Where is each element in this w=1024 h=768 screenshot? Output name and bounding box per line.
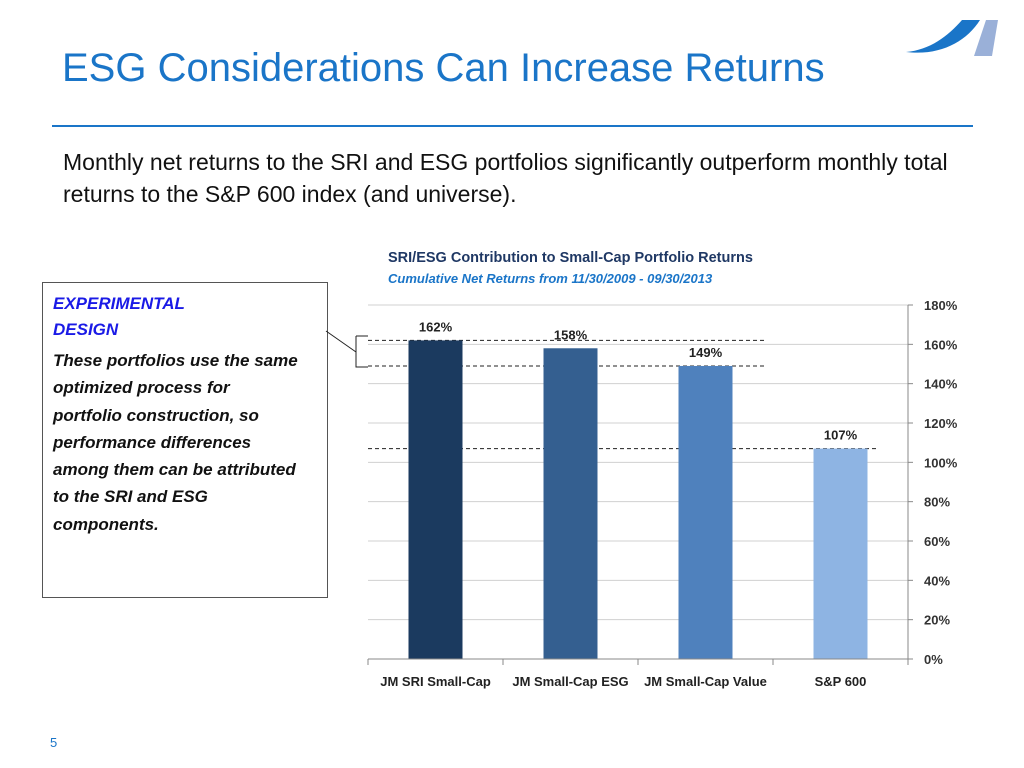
bar bbox=[678, 365, 733, 659]
x-tick-label: JM Small-Cap Value bbox=[644, 674, 767, 689]
title-divider bbox=[52, 125, 973, 127]
y-tick-label: 20% bbox=[924, 613, 950, 628]
y-tick-label: 140% bbox=[924, 377, 958, 392]
bar bbox=[408, 340, 463, 659]
x-tick-label: JM SRI Small-Cap bbox=[380, 674, 491, 689]
logo-wing bbox=[974, 20, 998, 56]
y-tick-label: 100% bbox=[924, 455, 958, 470]
experimental-design-callout: EXPERIMENTAL DESIGN These portfolios use… bbox=[42, 282, 328, 598]
company-logo-icon bbox=[906, 20, 998, 56]
y-tick-label: 160% bbox=[924, 337, 958, 352]
callout-bracket bbox=[325, 330, 368, 368]
y-tick-label: 0% bbox=[924, 652, 943, 667]
data-label: 149% bbox=[689, 345, 723, 360]
y-tick-label: 60% bbox=[924, 534, 950, 549]
data-label: 107% bbox=[824, 428, 858, 443]
logo-swoosh bbox=[906, 20, 980, 53]
data-label: 158% bbox=[554, 327, 588, 342]
slide-subtitle: Monthly net returns to the SRI and ESG p… bbox=[63, 149, 948, 207]
y-tick-label: 180% bbox=[924, 298, 958, 313]
y-tick-label: 40% bbox=[924, 573, 950, 588]
data-label: 162% bbox=[419, 319, 453, 334]
x-tick-label: S&P 600 bbox=[815, 674, 867, 689]
page-number: 5 bbox=[50, 735, 58, 750]
slide-title: ESG Considerations Can Increase Returns bbox=[62, 46, 825, 90]
callout-heading: EXPERIMENTAL DESIGN bbox=[53, 294, 185, 339]
bar bbox=[543, 348, 598, 659]
y-tick-label: 80% bbox=[924, 495, 950, 510]
x-tick-label: JM Small-Cap ESG bbox=[512, 674, 628, 689]
y-tick-label: 120% bbox=[924, 416, 958, 431]
chart-title: SRI/ESG Contribution to Small-Cap Portfo… bbox=[388, 250, 753, 266]
chart-subtitle: Cumulative Net Returns from 11/30/2009 -… bbox=[388, 271, 713, 286]
bar bbox=[813, 448, 868, 659]
callout-body: These portfolios use the same optimized … bbox=[53, 351, 298, 534]
